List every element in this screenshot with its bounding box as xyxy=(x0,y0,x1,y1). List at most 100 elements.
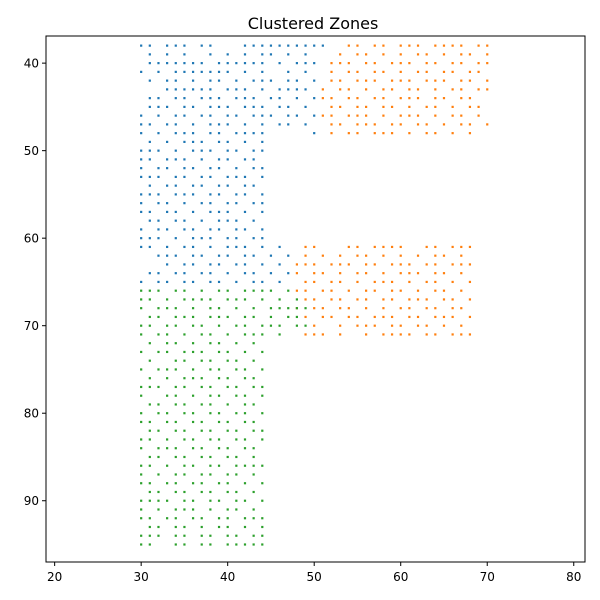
scatter-point xyxy=(460,263,463,266)
scatter-point xyxy=(200,482,203,485)
scatter-point xyxy=(183,44,186,47)
scatter-point xyxy=(339,254,342,257)
scatter-point xyxy=(166,298,169,301)
scatter-point xyxy=(226,403,229,406)
scatter-point xyxy=(157,385,160,389)
scatter-point xyxy=(148,324,151,327)
scatter-point xyxy=(451,245,454,249)
scatter-point xyxy=(295,79,298,82)
scatter-point xyxy=(148,490,151,494)
scatter-point xyxy=(434,132,437,135)
scatter-point xyxy=(235,464,238,467)
scatter-point xyxy=(243,132,247,135)
scatter-point xyxy=(191,412,195,415)
scatter-point xyxy=(468,70,472,73)
scatter-point xyxy=(209,193,212,196)
scatter-point xyxy=(243,88,247,91)
scatter-point xyxy=(434,105,437,108)
scatter-point xyxy=(209,167,212,170)
scatter-point xyxy=(157,228,160,231)
scatter-point xyxy=(235,280,238,284)
scatter-point xyxy=(347,97,350,100)
x-tick-label: 70 xyxy=(480,570,495,584)
scatter-point xyxy=(261,62,264,65)
scatter-point xyxy=(356,272,359,275)
scatter-point xyxy=(399,307,402,310)
scatter-point xyxy=(148,184,151,187)
scatter-point xyxy=(209,202,212,205)
scatter-point xyxy=(416,114,420,117)
scatter-point xyxy=(468,53,472,56)
scatter-point xyxy=(451,307,454,310)
scatter-point xyxy=(148,245,151,249)
scatter-point xyxy=(235,88,238,91)
scatter-point xyxy=(148,298,151,301)
scatter-point xyxy=(321,315,324,319)
scatter-point xyxy=(235,342,238,345)
scatter-point xyxy=(140,307,143,310)
scatter-point xyxy=(217,499,221,502)
scatter-point xyxy=(451,132,454,135)
scatter-point xyxy=(191,464,195,467)
scatter-point xyxy=(373,324,376,327)
scatter-point xyxy=(390,333,394,336)
scatter-point xyxy=(226,359,229,362)
scatter-point xyxy=(217,438,221,441)
scatter-point xyxy=(191,79,195,82)
scatter-point xyxy=(330,289,333,292)
scatter-point xyxy=(347,132,350,135)
scatter-point xyxy=(382,254,385,257)
scatter-point xyxy=(226,210,229,214)
scatter-point xyxy=(140,394,143,397)
scatter-point xyxy=(209,44,212,47)
scatter-point xyxy=(252,429,255,432)
scatter-point xyxy=(157,429,160,432)
scatter-point xyxy=(200,114,203,117)
scatter-point xyxy=(140,210,143,214)
scatter-point xyxy=(468,280,472,284)
scatter-point xyxy=(235,149,238,152)
scatter-point xyxy=(261,525,264,529)
scatter-point xyxy=(174,525,177,529)
scatter-point xyxy=(174,447,177,450)
scatter-point xyxy=(434,245,437,249)
scatter-point xyxy=(235,228,238,231)
scatter-point xyxy=(157,499,160,502)
scatter-point xyxy=(399,289,402,292)
scatter-point xyxy=(166,123,169,126)
scatter-point xyxy=(140,167,143,170)
scatter-point xyxy=(425,263,428,266)
scatter-point xyxy=(304,280,307,284)
scatter-point xyxy=(183,228,186,231)
scatter-point xyxy=(209,272,212,275)
scatter-point xyxy=(416,44,420,47)
scatter-point xyxy=(157,175,160,179)
scatter-point xyxy=(261,79,264,82)
scatter-point xyxy=(347,245,350,249)
scatter-point xyxy=(166,482,169,485)
scatter-point xyxy=(148,429,151,432)
scatter-point xyxy=(373,70,376,73)
scatter-point xyxy=(157,473,160,476)
scatter-point xyxy=(261,88,264,91)
scatter-point xyxy=(166,368,169,371)
scatter-point xyxy=(252,342,255,345)
scatter-point xyxy=(157,447,160,450)
scatter-point xyxy=(347,70,350,73)
scatter-point xyxy=(460,289,463,292)
scatter-point xyxy=(183,245,186,249)
scatter-point xyxy=(295,289,298,292)
scatter-point xyxy=(209,543,212,546)
scatter-point xyxy=(174,44,177,47)
scatter-point xyxy=(140,245,143,249)
scatter-point xyxy=(191,508,195,511)
scatter-point xyxy=(313,44,316,47)
scatter-point xyxy=(313,298,316,301)
scatter-point xyxy=(157,167,160,170)
scatter-point xyxy=(425,333,428,336)
scatter-point xyxy=(261,210,264,214)
scatter-point xyxy=(191,342,195,345)
scatter-point xyxy=(408,333,411,336)
scatter-point xyxy=(243,298,247,301)
